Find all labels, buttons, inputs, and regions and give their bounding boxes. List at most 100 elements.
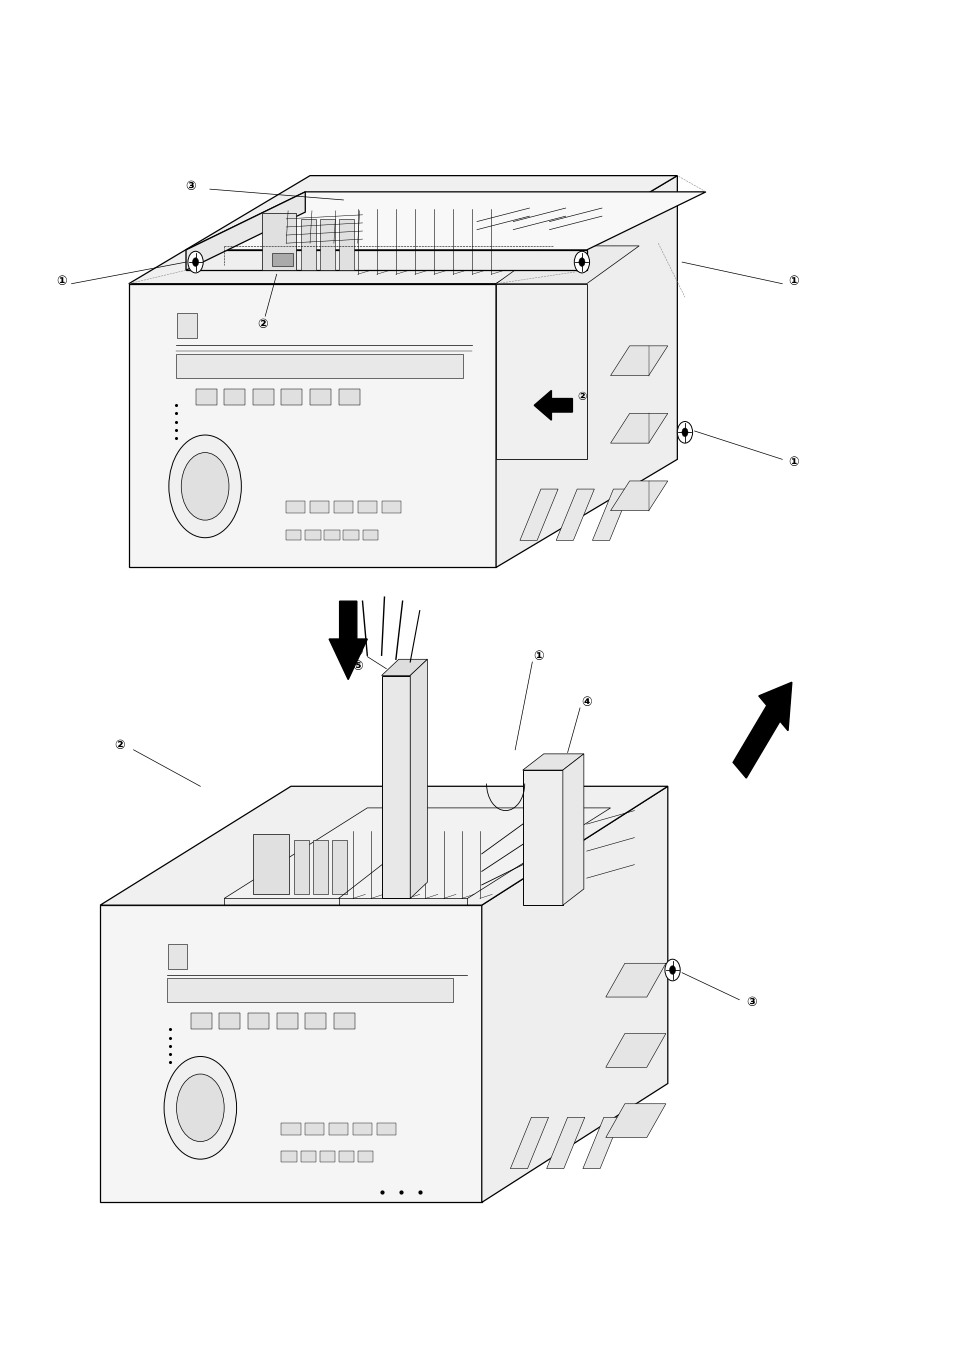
Text: ②: ② (113, 739, 125, 753)
Polygon shape (410, 659, 427, 898)
Bar (313, 840, 328, 894)
Bar (334, 501, 353, 513)
Polygon shape (100, 786, 667, 905)
Bar (167, 978, 453, 1002)
Polygon shape (496, 246, 639, 284)
Bar (381, 501, 400, 513)
Polygon shape (381, 676, 410, 898)
Bar (281, 1123, 300, 1135)
Circle shape (181, 453, 229, 520)
Bar (262, 213, 295, 270)
Bar (248, 1013, 269, 1029)
Bar (338, 389, 359, 405)
Polygon shape (556, 489, 594, 540)
Bar (176, 354, 462, 378)
Polygon shape (186, 250, 586, 270)
Polygon shape (610, 481, 667, 511)
Bar (281, 1151, 296, 1162)
Bar (319, 219, 335, 270)
Bar (281, 389, 302, 405)
Bar (168, 944, 187, 969)
Bar (177, 313, 196, 338)
Circle shape (193, 258, 198, 266)
Bar (294, 840, 309, 894)
Circle shape (578, 258, 584, 266)
Bar (376, 1123, 395, 1135)
Circle shape (176, 1074, 224, 1142)
Bar (195, 389, 216, 405)
Bar (324, 530, 339, 540)
Polygon shape (129, 176, 677, 284)
Circle shape (669, 966, 675, 974)
FancyArrow shape (534, 390, 572, 420)
Circle shape (169, 435, 241, 538)
Text: ③: ③ (745, 996, 757, 1009)
Polygon shape (582, 1117, 620, 1169)
Polygon shape (605, 963, 665, 997)
Bar (338, 1151, 354, 1162)
Polygon shape (610, 413, 667, 443)
Text: ④: ④ (580, 696, 592, 709)
Polygon shape (481, 786, 667, 1202)
Text: ⑤: ⑤ (352, 659, 363, 673)
FancyArrow shape (732, 682, 791, 778)
Bar (305, 1123, 324, 1135)
Polygon shape (496, 284, 586, 459)
Bar (332, 840, 347, 894)
Polygon shape (546, 1117, 584, 1169)
Bar (286, 501, 305, 513)
Polygon shape (510, 1117, 548, 1169)
Bar (191, 1013, 212, 1029)
Polygon shape (129, 284, 496, 567)
Bar (253, 389, 274, 405)
Polygon shape (186, 192, 305, 270)
Bar (357, 501, 376, 513)
Bar (305, 530, 320, 540)
Bar (334, 1013, 355, 1029)
Bar (253, 834, 289, 894)
Polygon shape (610, 346, 667, 376)
Polygon shape (100, 905, 481, 1202)
Bar (362, 530, 377, 540)
Polygon shape (186, 192, 705, 250)
Bar (310, 389, 331, 405)
Circle shape (574, 251, 589, 273)
FancyArrow shape (329, 601, 367, 680)
Bar (338, 219, 354, 270)
Bar (343, 530, 358, 540)
Polygon shape (592, 489, 630, 540)
Polygon shape (522, 770, 562, 905)
Text: ②: ② (577, 392, 586, 403)
Polygon shape (522, 754, 583, 770)
Text: ①: ① (787, 455, 799, 469)
Bar (272, 253, 293, 266)
Bar (219, 1013, 240, 1029)
Text: ①: ① (787, 274, 799, 288)
Bar (357, 1151, 373, 1162)
Bar (310, 501, 329, 513)
Circle shape (681, 428, 687, 436)
Text: ①: ① (56, 274, 68, 288)
Text: ①: ① (533, 650, 544, 663)
Polygon shape (381, 659, 427, 676)
Bar (305, 1013, 326, 1029)
Polygon shape (605, 1034, 665, 1067)
Polygon shape (605, 1104, 665, 1138)
Bar (224, 389, 245, 405)
Bar (353, 1123, 372, 1135)
Polygon shape (519, 489, 558, 540)
Circle shape (677, 422, 692, 443)
Bar (286, 530, 301, 540)
Polygon shape (562, 754, 583, 905)
Text: ③: ③ (185, 180, 196, 193)
Polygon shape (224, 808, 610, 898)
Circle shape (188, 251, 203, 273)
Bar (319, 1151, 335, 1162)
Bar (300, 1151, 315, 1162)
Circle shape (164, 1056, 236, 1159)
Bar (300, 219, 315, 270)
Polygon shape (496, 176, 677, 567)
Bar (329, 1123, 348, 1135)
Text: ⑤: ⑤ (352, 644, 363, 658)
Circle shape (664, 959, 679, 981)
